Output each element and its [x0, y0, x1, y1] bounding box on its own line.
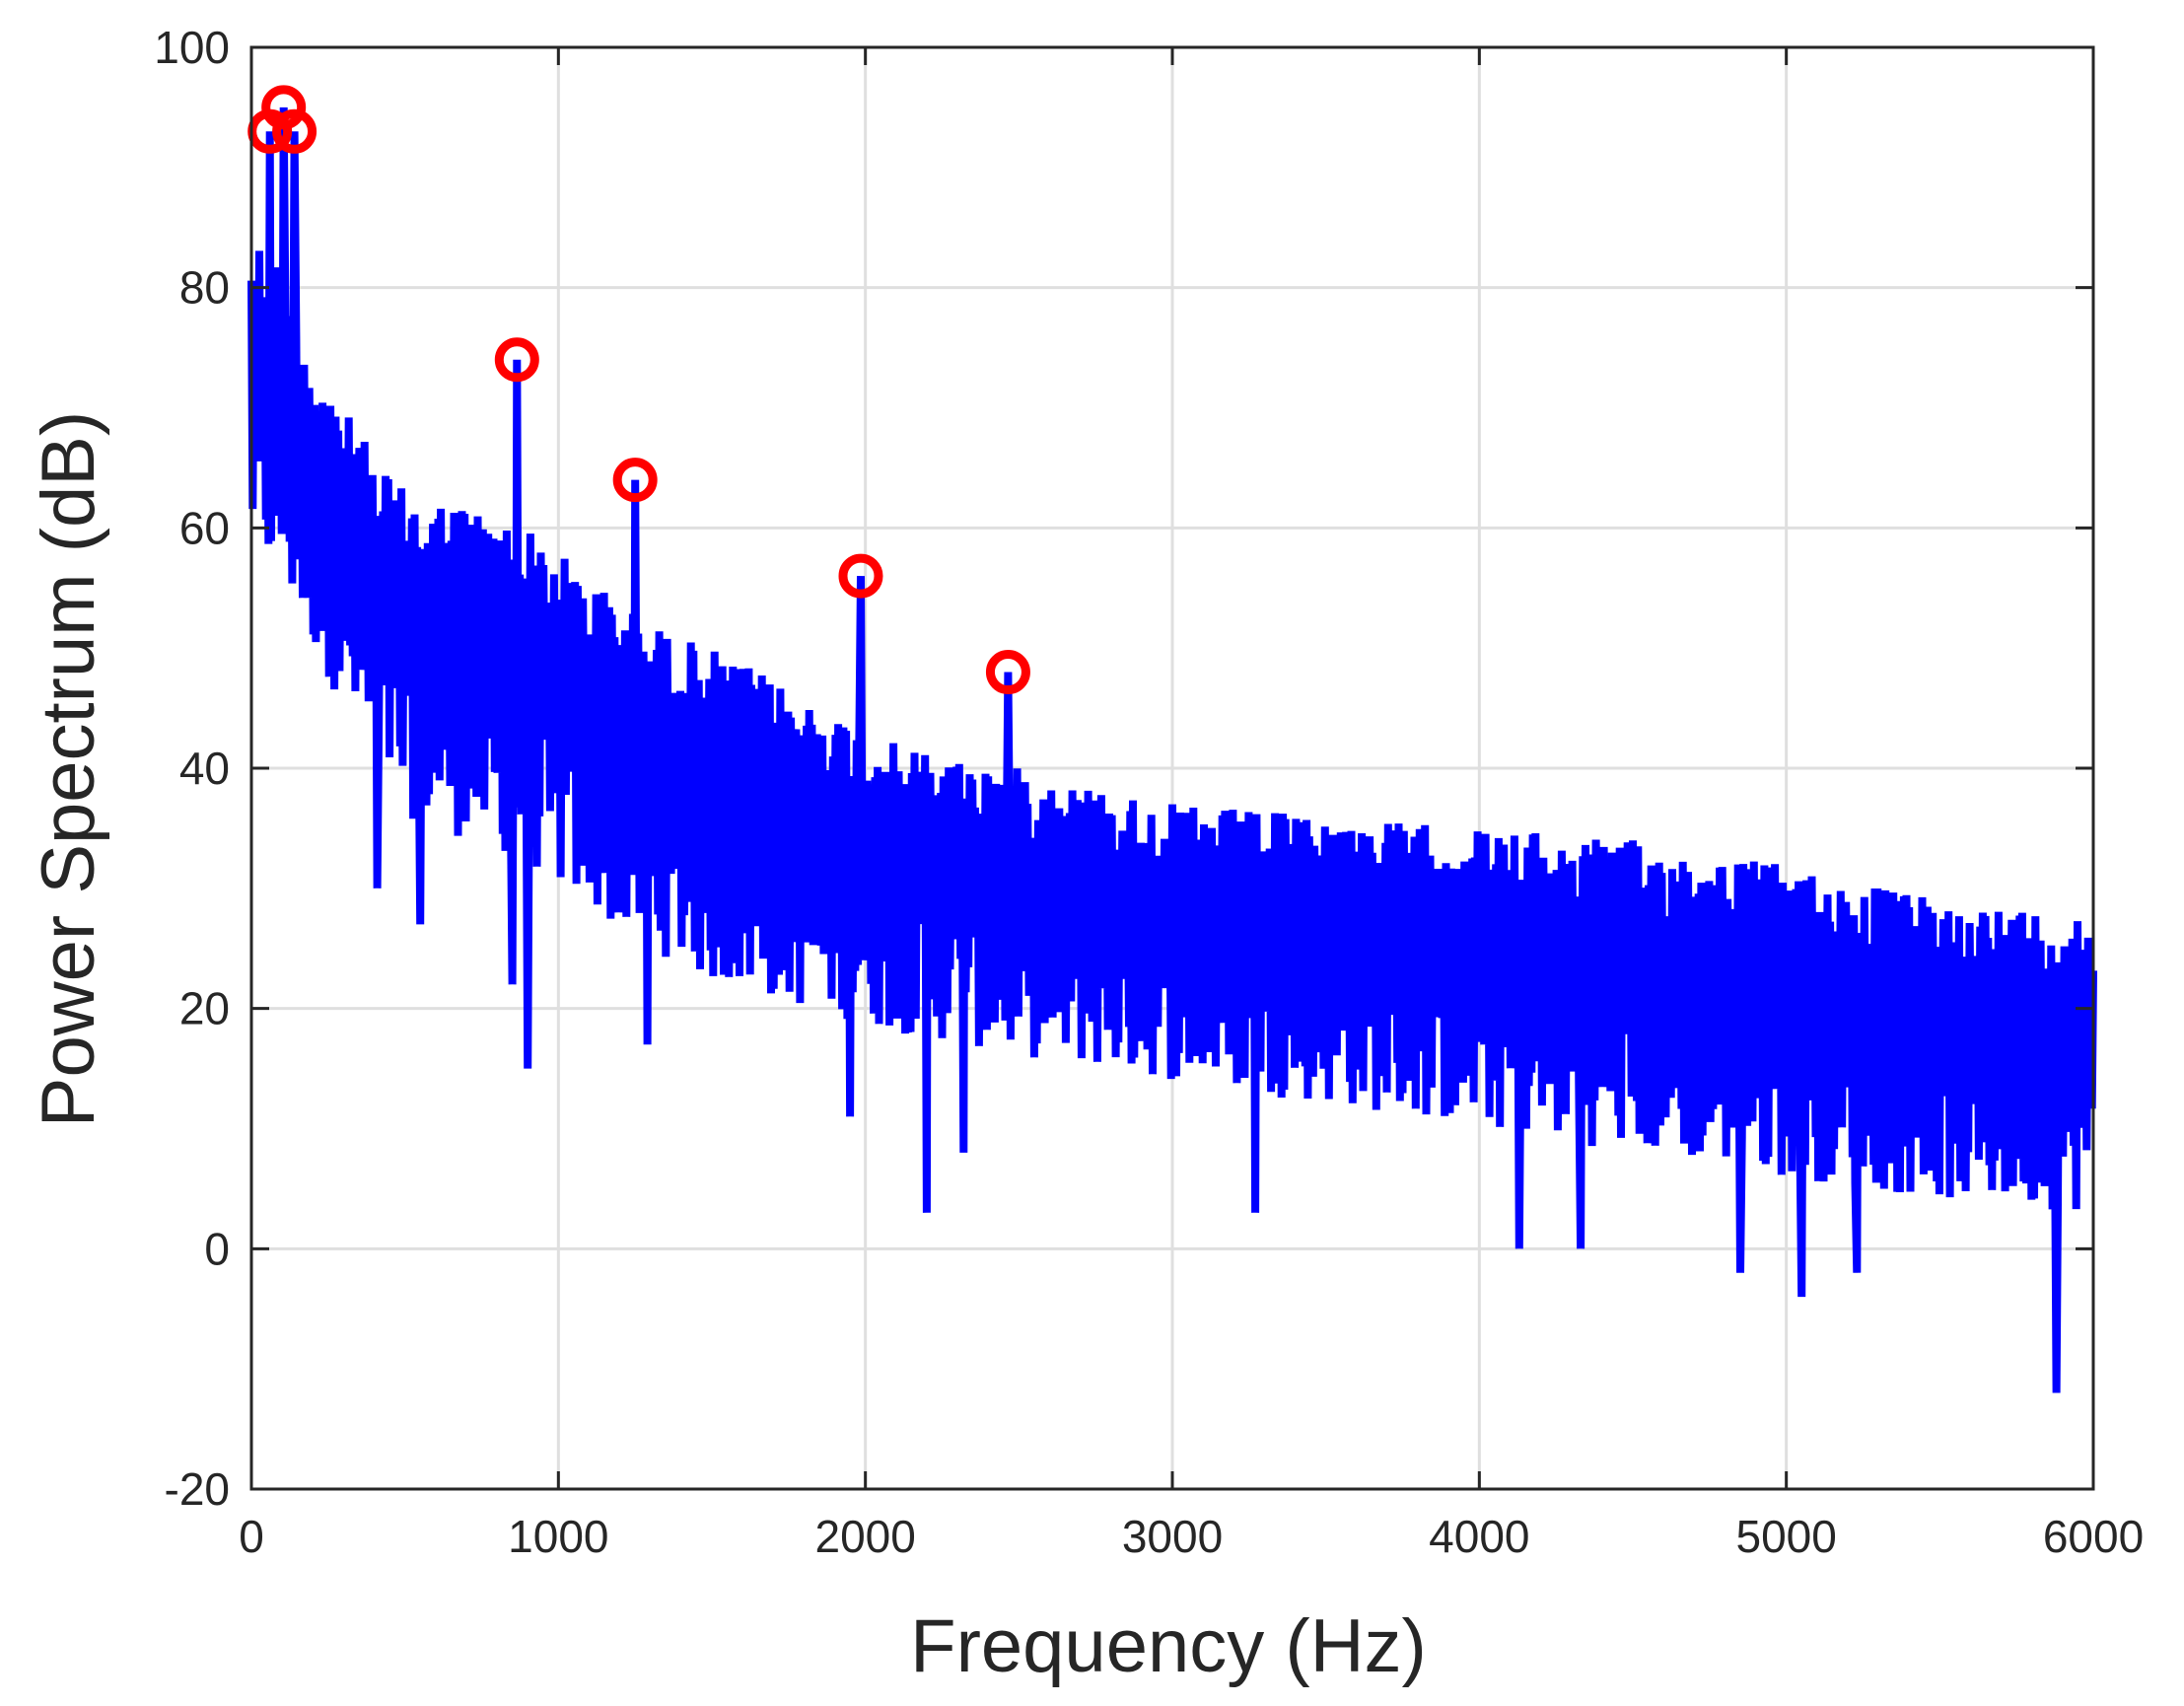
x-tick-label-4: 4000 [1429, 1511, 1529, 1562]
y-tick-label-5: 80 [179, 262, 230, 314]
y-axis-ticks: -20 0 20 40 60 80 100 [154, 22, 2093, 1515]
peak-marker-6 [985, 650, 1030, 695]
y-tick-label-4: 60 [179, 502, 230, 553]
spectrum-line [247, 107, 2097, 1393]
grid [251, 47, 2093, 1489]
peak-marker-2 [272, 108, 317, 154]
y-tick-label-6: 100 [154, 22, 230, 73]
peak-marker-1 [261, 85, 307, 130]
peak-marker-4 [612, 458, 658, 503]
y-tick-label-3: 40 [179, 743, 230, 794]
x-tick-label-5: 5000 [1735, 1511, 1836, 1562]
y-tick-label-0: -20 [165, 1463, 230, 1515]
x-tick-label-2: 2000 [814, 1511, 915, 1562]
peak-marker-5 [838, 553, 883, 599]
x-tick-label-6: 6000 [2043, 1511, 2144, 1562]
x-tick-label-1: 1000 [508, 1511, 608, 1562]
peak-marker-3 [494, 337, 539, 383]
y-tick-label-2: 20 [179, 983, 230, 1034]
series-spectrum [247, 107, 2097, 1393]
x-axis-label: Frequency (Hz) [910, 1604, 1427, 1688]
y-tick-label-1: 0 [204, 1223, 230, 1274]
x-axis-ticks: 0 1000 2000 3000 4000 5000 6000 [239, 47, 2144, 1562]
y-axis-label: Power Spectrum (dB) [27, 411, 110, 1127]
x-tick-label-3: 3000 [1122, 1511, 1223, 1562]
x-tick-label-0: 0 [239, 1511, 264, 1562]
